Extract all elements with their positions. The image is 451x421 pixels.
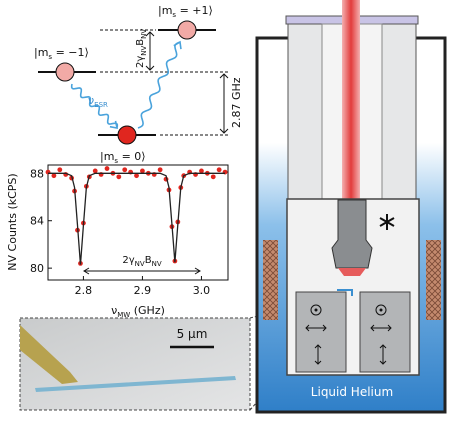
magnet-coil xyxy=(263,240,278,320)
state-label: s xyxy=(172,11,176,19)
x-tick-label: 3.0 xyxy=(193,284,211,297)
wire xyxy=(35,376,236,392)
data-point xyxy=(116,174,122,180)
stage-symbol xyxy=(379,308,383,312)
arrow xyxy=(219,73,229,134)
zeeman-label: B xyxy=(135,39,146,46)
y-tick-label: 84 xyxy=(30,215,44,228)
esr-label: ESR xyxy=(94,101,108,109)
stage xyxy=(359,291,411,373)
state-label: = +1⟩ xyxy=(176,4,213,17)
annotation: 2γ xyxy=(122,255,134,266)
objective xyxy=(331,199,373,269)
zeeman-label: 2γ xyxy=(135,56,146,68)
magnet-coil xyxy=(426,240,441,320)
micrograph: 5 μm xyxy=(19,295,346,411)
data-point xyxy=(51,173,57,179)
annotation: NV xyxy=(135,260,145,268)
state-label: |ms = 0⟩ xyxy=(100,150,146,165)
cryostat-label: Liquid Helium xyxy=(311,385,393,399)
y-tick-label: 88 xyxy=(30,167,44,180)
cryostat: Liquid Helium xyxy=(255,0,447,414)
esr-wave xyxy=(137,40,182,129)
stage-symbol xyxy=(314,308,318,312)
spectrum-plot: NV Counts (kCPS) νMW (GHz) 2γNVBNV 2.8 2.… xyxy=(6,164,229,319)
data-point xyxy=(122,167,128,173)
zeeman-label: 2γNVBNV xyxy=(135,29,148,68)
zfs-label: 2.87 GHz xyxy=(230,77,243,128)
annotation: NV xyxy=(152,260,162,268)
fit-line xyxy=(48,172,226,265)
arrow xyxy=(145,31,155,71)
data-point xyxy=(157,167,163,173)
data-point xyxy=(92,168,98,174)
state-label: |m xyxy=(158,4,172,17)
data-point xyxy=(199,168,204,174)
zeeman-label: NV xyxy=(140,45,148,55)
state-label: = 0⟩ xyxy=(118,150,146,163)
esr-label: ν xyxy=(88,94,94,107)
state-circle xyxy=(55,62,75,82)
stage xyxy=(295,291,347,373)
stage-symbol xyxy=(310,304,322,316)
state-label: |ms = +1⟩ xyxy=(158,4,213,19)
y-axis-label: NV Counts (kCPS) xyxy=(6,173,19,270)
energy-diagram: |ms = −1⟩ |ms = +1⟩ |ms = 0⟩ 2γNVBNV νES… xyxy=(34,4,243,165)
sample xyxy=(337,289,353,296)
x-axis-label: (GHz) xyxy=(134,304,165,317)
data-point xyxy=(104,166,110,171)
focus xyxy=(338,268,366,276)
annotation: 2γNVBNV xyxy=(122,255,161,268)
state-circle xyxy=(117,125,137,145)
laser-beam xyxy=(342,0,360,212)
scale-label: 5 μm xyxy=(177,327,208,341)
x-axis-label: ν xyxy=(111,304,117,317)
data-point xyxy=(57,167,63,173)
state-label: = −1⟩ xyxy=(52,46,89,59)
esr-wave xyxy=(70,83,119,130)
stage-symbol xyxy=(375,304,387,316)
x-axis-label: MW xyxy=(117,311,130,319)
data-point xyxy=(210,174,216,180)
x-tick-label: 2.9 xyxy=(134,284,152,297)
tip xyxy=(20,325,78,384)
state-label: |m xyxy=(34,46,48,59)
x-tick-label: 2.8 xyxy=(75,284,93,297)
zeeman-label: NV xyxy=(140,29,148,39)
annotation: B xyxy=(145,255,152,266)
annotation-arrow xyxy=(83,267,201,275)
data-point xyxy=(140,168,145,174)
stage-arrows xyxy=(305,324,392,365)
data-point xyxy=(134,173,139,179)
esr-label: νESR xyxy=(88,94,108,109)
state-label: |m xyxy=(100,150,114,163)
snowflake xyxy=(379,214,395,230)
plot-frame xyxy=(47,164,229,281)
state-circle xyxy=(177,20,197,40)
data-point xyxy=(216,167,222,173)
state-label: s xyxy=(48,53,52,61)
state-label: |ms = −1⟩ xyxy=(34,46,89,61)
x-axis-label: νMW (GHz) xyxy=(111,304,165,319)
y-tick-label: 80 xyxy=(30,262,44,275)
state-label: s xyxy=(114,157,118,165)
